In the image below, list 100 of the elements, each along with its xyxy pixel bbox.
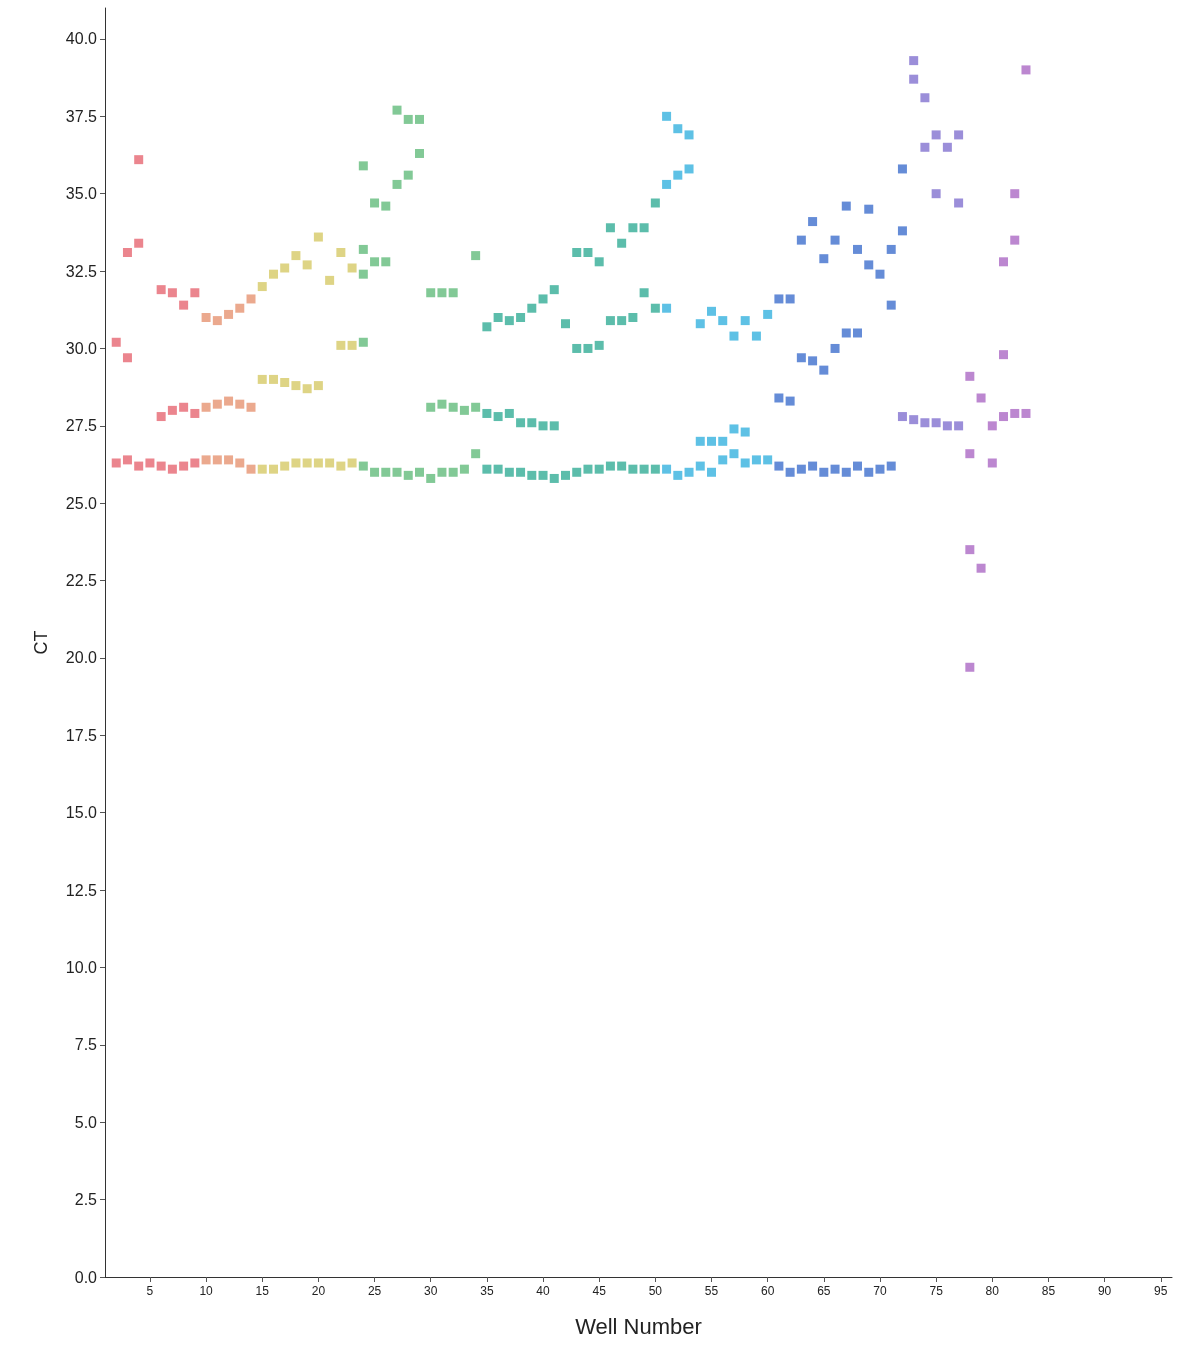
point xyxy=(662,179,672,189)
point xyxy=(999,257,1009,267)
point xyxy=(414,114,424,124)
point xyxy=(1021,65,1031,75)
x-tick-label: 35 xyxy=(480,1284,494,1298)
point xyxy=(471,449,481,459)
point xyxy=(886,300,896,310)
point xyxy=(875,464,885,474)
point xyxy=(516,418,526,428)
point xyxy=(718,436,728,446)
point xyxy=(448,288,458,298)
point xyxy=(572,343,582,353)
point xyxy=(684,164,694,174)
point xyxy=(684,130,694,140)
point xyxy=(673,124,683,134)
point xyxy=(796,235,806,245)
x-tick-label: 15 xyxy=(255,1284,270,1298)
point xyxy=(414,148,424,158)
point xyxy=(145,458,155,468)
point xyxy=(931,189,941,199)
point xyxy=(336,248,346,258)
point xyxy=(594,464,604,474)
point xyxy=(931,418,941,428)
point xyxy=(853,244,863,254)
point xyxy=(662,111,672,121)
point xyxy=(257,282,267,292)
point xyxy=(594,257,604,267)
point xyxy=(617,461,627,471)
point xyxy=(291,458,301,468)
point xyxy=(392,179,402,189)
point xyxy=(954,198,964,208)
point xyxy=(662,464,672,474)
point xyxy=(122,455,132,465)
y-tick-label: 12.5 xyxy=(65,881,98,899)
y-tick-label: 0.0 xyxy=(74,1268,98,1286)
point xyxy=(280,263,290,273)
y-tick-label: 10.0 xyxy=(65,958,98,976)
point xyxy=(156,412,166,422)
point xyxy=(201,313,211,323)
point xyxy=(111,458,121,468)
point xyxy=(224,455,234,465)
point xyxy=(662,303,672,313)
point xyxy=(695,461,705,471)
x-tick-label: 70 xyxy=(873,1284,887,1298)
point xyxy=(1010,408,1020,418)
point xyxy=(268,269,278,279)
point xyxy=(639,288,649,298)
point xyxy=(774,461,784,471)
point xyxy=(358,337,368,347)
point xyxy=(942,421,952,431)
point xyxy=(437,399,447,409)
point xyxy=(482,464,492,474)
point xyxy=(639,464,649,474)
point xyxy=(291,381,301,391)
point xyxy=(819,254,829,264)
point xyxy=(572,248,582,258)
x-tick-label: 50 xyxy=(648,1284,663,1298)
point xyxy=(583,343,593,353)
y-tick-label: 20.0 xyxy=(65,649,98,667)
point xyxy=(796,464,806,474)
point xyxy=(920,418,930,428)
point xyxy=(718,316,728,326)
point xyxy=(774,294,784,304)
x-tick-label: 10 xyxy=(199,1284,214,1298)
point xyxy=(325,458,335,468)
point xyxy=(403,170,413,180)
point xyxy=(381,257,391,267)
point xyxy=(549,285,559,295)
point xyxy=(527,470,537,480)
point xyxy=(583,248,593,258)
point xyxy=(594,340,604,350)
point xyxy=(347,340,357,350)
y-tick-label: 7.5 xyxy=(74,1036,98,1054)
y-tick-label: 30.0 xyxy=(65,339,98,357)
point xyxy=(819,467,829,477)
y-tick-label: 2.5 xyxy=(74,1191,98,1209)
x-tick-label: 65 xyxy=(817,1284,831,1298)
point xyxy=(572,467,582,477)
point xyxy=(414,467,424,477)
point xyxy=(853,461,863,471)
point xyxy=(313,458,323,468)
point xyxy=(740,316,750,326)
point xyxy=(381,201,391,211)
point xyxy=(426,402,436,412)
point xyxy=(897,226,907,236)
x-tick-label: 30 xyxy=(424,1284,438,1298)
point xyxy=(347,458,357,468)
point xyxy=(504,467,514,477)
point xyxy=(841,201,851,211)
point xyxy=(763,455,773,465)
point xyxy=(808,461,818,471)
x-tick-label: 60 xyxy=(760,1284,775,1298)
point xyxy=(965,371,975,381)
point xyxy=(448,467,458,477)
point xyxy=(167,288,177,298)
point xyxy=(976,563,986,573)
point xyxy=(729,424,739,434)
point xyxy=(504,408,514,418)
point xyxy=(179,300,189,310)
point xyxy=(280,378,290,388)
